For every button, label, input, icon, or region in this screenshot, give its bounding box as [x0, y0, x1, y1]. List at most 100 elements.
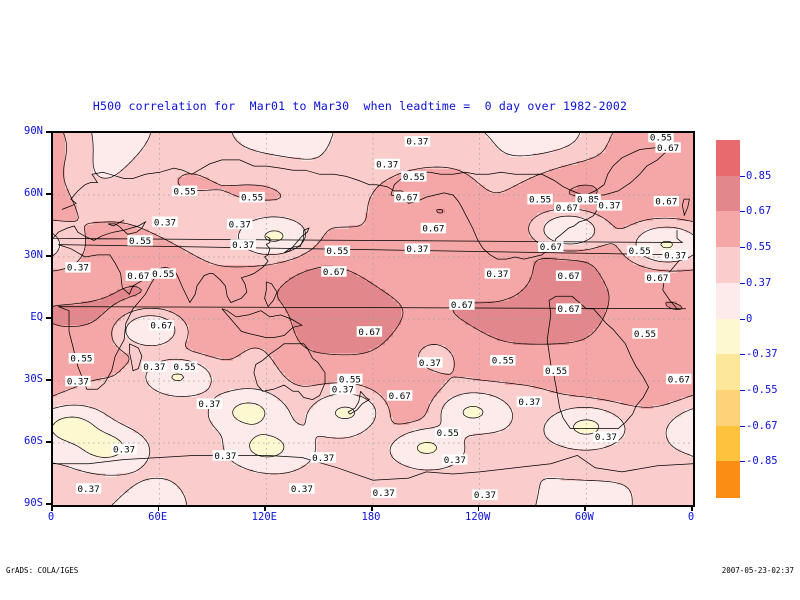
- svg-text:0.37: 0.37: [406, 244, 428, 255]
- colorbar-band: [716, 354, 740, 391]
- svg-text:0.67: 0.67: [389, 391, 411, 402]
- lat-tick-mark: [46, 131, 51, 133]
- svg-text:0.67: 0.67: [556, 203, 578, 214]
- svg-text:0.55: 0.55: [174, 186, 196, 197]
- colorbar-label: 0: [746, 312, 753, 325]
- colorbar-tick: [740, 175, 745, 177]
- svg-text:0.37: 0.37: [113, 445, 135, 456]
- svg-text:0.55: 0.55: [339, 374, 361, 385]
- svg-text:0.37: 0.37: [595, 432, 617, 443]
- svg-text:0.37: 0.37: [332, 385, 354, 396]
- colorbar-band: [716, 247, 740, 284]
- colorbar-band: [716, 140, 740, 177]
- svg-text:0.37: 0.37: [518, 397, 540, 408]
- svg-text:0.37: 0.37: [444, 455, 466, 466]
- colorbar-band: [716, 175, 740, 212]
- svg-text:0.67: 0.67: [358, 327, 380, 338]
- svg-text:0.67: 0.67: [668, 374, 690, 385]
- colorbar-band: [716, 389, 740, 427]
- colorbar-label: 0.85: [746, 169, 772, 182]
- lon-tick-mark: [51, 506, 53, 511]
- correlation-map: 0.37 0.550.670.370.550.550.55 0.67 0.55 0.85…: [53, 133, 693, 505]
- lon-tick-mark: [371, 506, 373, 511]
- colorbar-label: -0.55: [746, 383, 778, 396]
- footer-credit: GrADS: COLA/IGES: [6, 566, 79, 575]
- svg-text:0.37: 0.37: [486, 269, 508, 280]
- colorbar-tick: [740, 425, 745, 427]
- colorbar-tick: [740, 282, 745, 284]
- svg-text:0.37: 0.37: [664, 250, 686, 261]
- svg-text:0.67: 0.67: [451, 300, 473, 311]
- svg-text:0.67: 0.67: [558, 304, 580, 315]
- svg-text:0.37: 0.37: [154, 217, 176, 228]
- colorbar-tick: [740, 318, 745, 320]
- lon-tick-label: 60E: [148, 511, 168, 523]
- lat-tick-label: 90N: [24, 125, 43, 137]
- lon-tick-label: 120E: [251, 511, 277, 523]
- lon-tick-mark: [264, 506, 266, 511]
- colorbar-tick: [740, 354, 745, 356]
- lon-tick-mark: [584, 506, 586, 511]
- svg-text:0.67: 0.67: [657, 143, 679, 154]
- lon-tick-label: 120W: [465, 511, 491, 523]
- svg-text:0.55: 0.55: [174, 362, 196, 373]
- svg-text:0.55: 0.55: [529, 195, 551, 206]
- svg-text:0.37: 0.37: [406, 137, 428, 148]
- lon-tick-label: 0: [47, 511, 55, 523]
- colorbar-label: -0.85: [746, 455, 778, 468]
- colorbar-band: [716, 425, 740, 462]
- footer-timestamp: 2007-05-23-02:37: [721, 566, 794, 575]
- svg-text:0.37: 0.37: [229, 219, 251, 230]
- svg-text:0.67: 0.67: [558, 271, 580, 282]
- lon-tick-label: 180: [361, 511, 381, 523]
- colorbar-tick: [740, 389, 745, 391]
- lon-tick-mark: [477, 506, 480, 511]
- svg-text:0.55: 0.55: [70, 354, 92, 365]
- colorbar[interactable]: 0.85 0.67 0.55 0.37 0 -0.37 -0.55 -0.67 -0.85: [716, 140, 778, 498]
- svg-text:0.55: 0.55: [650, 133, 672, 144]
- colorbar-label: -0.37: [746, 348, 778, 361]
- svg-text:0.55: 0.55: [492, 356, 514, 367]
- colorbar-tick: [740, 461, 745, 463]
- lat-tick-label: 60N: [24, 187, 43, 199]
- svg-text:0.37: 0.37: [67, 376, 89, 387]
- lat-tick-mark: [46, 441, 51, 443]
- svg-text:0.55: 0.55: [437, 428, 459, 439]
- svg-text:0.55: 0.55: [129, 236, 151, 247]
- svg-text:0.67: 0.67: [150, 321, 172, 332]
- svg-text:0.55: 0.55: [152, 269, 174, 280]
- svg-text:0.55: 0.55: [326, 246, 348, 257]
- svg-text:0.37: 0.37: [474, 490, 496, 501]
- svg-text:0.37: 0.37: [376, 159, 398, 170]
- svg-text:0.85: 0.85: [577, 195, 599, 206]
- lat-tick-mark: [46, 379, 51, 381]
- lat-tick-mark: [46, 255, 51, 257]
- svg-text:0.37: 0.37: [214, 451, 236, 462]
- svg-text:0.55: 0.55: [403, 172, 425, 183]
- lat-tick-mark: [46, 503, 51, 505]
- svg-text:0.37: 0.37: [143, 362, 165, 373]
- svg-text:0.55: 0.55: [545, 366, 567, 377]
- lat-tick-mark: [46, 193, 51, 195]
- svg-text:0.67: 0.67: [396, 193, 418, 204]
- map-plot-area[interactable]: 0.37 0.55 0.67 0.37 0.55 0.55 0.55 0.67 0.55 0.85…: [51, 131, 695, 507]
- svg-text:0.37: 0.37: [598, 201, 620, 212]
- colorbar-label: -0.67: [746, 419, 778, 432]
- lon-tick-mark: [691, 506, 693, 511]
- svg-text:0.67: 0.67: [422, 224, 444, 235]
- svg-text:0.67: 0.67: [540, 242, 562, 253]
- svg-text:0.37: 0.37: [312, 453, 334, 464]
- svg-text:0.67: 0.67: [323, 267, 345, 278]
- svg-text:0.55: 0.55: [634, 329, 656, 340]
- lat-tick-label: 90S: [24, 497, 43, 509]
- lon-tick-mark: [157, 506, 160, 511]
- colorbar-band: [716, 282, 740, 320]
- svg-text:0.37: 0.37: [373, 488, 395, 499]
- colorbar-band: [716, 461, 740, 498]
- colorbar-band: [716, 211, 740, 248]
- lat-tick-mark: [46, 317, 51, 319]
- lat-tick-label: 30S: [24, 373, 43, 385]
- svg-text:0.37: 0.37: [291, 484, 313, 495]
- svg-text:0.37: 0.37: [232, 240, 254, 251]
- page-title: H500 correlation for Mar01 to Mar30 when…: [92, 99, 628, 113]
